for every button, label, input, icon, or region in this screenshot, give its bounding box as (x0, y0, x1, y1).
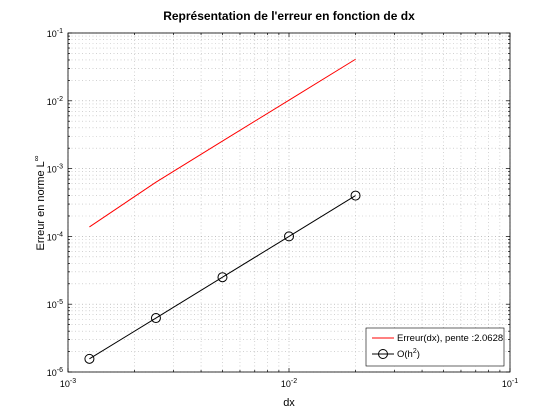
series-line-1 (89, 195, 356, 360)
legend-label-order: O(h2) (397, 348, 420, 360)
y-axis-label: Erreur en norme L∞ (32, 155, 47, 250)
legend-label-order-superscript: 2 (413, 348, 417, 355)
x-tick-label-exponent: -3 (70, 378, 76, 385)
series-1-point (284, 231, 294, 242)
y-tick-label-exponent: -6 (57, 367, 63, 374)
x-axis-label: dx (283, 397, 295, 409)
y-tick-label-exponent: -2 (57, 96, 63, 103)
y-tick-label-base: 10 (47, 97, 57, 107)
x-tick-label-base: 10 (60, 379, 70, 389)
y-axis-tick-labels: 10-610-510-410-310-210-1 (47, 28, 63, 378)
legend-label-order-suffix: ) (417, 349, 420, 360)
series-1-point (217, 272, 228, 283)
x-tick-label-base: 10 (281, 379, 291, 389)
y-tick-label-exponent: -3 (57, 164, 63, 171)
y-tick-label: 10-3 (47, 164, 63, 175)
y-tick-label-base: 10 (47, 368, 57, 378)
y-tick-label: 10-5 (47, 299, 63, 310)
x-tick-label-base: 10 (502, 379, 512, 389)
y-tick-label-base: 10 (47, 165, 57, 175)
series-1-point (350, 190, 361, 201)
y-tick-label-base: 10 (47, 29, 57, 39)
legend-box (365, 327, 505, 367)
axis-ticks (67, 32, 511, 373)
series-1-point (84, 353, 95, 364)
y-tick-label: 10-6 (47, 367, 63, 378)
x-tick-label-exponent: -1 (512, 378, 518, 385)
series-1-point (150, 313, 161, 324)
legend-label-error: Erreur(dx), pente :2.0628 (397, 333, 503, 344)
y-axis-label-superscript: ∞ (32, 155, 41, 161)
series (84, 58, 361, 364)
legend-label-order-text: O(h (397, 349, 413, 360)
x-tick-label-exponent: -2 (291, 378, 297, 385)
y-tick-label: 10-4 (47, 231, 63, 242)
x-tick-label: 10-1 (502, 378, 518, 389)
y-tick-label-base: 10 (47, 232, 57, 242)
y-tick-label-exponent: -1 (57, 28, 63, 35)
x-tick-label: 10-2 (281, 378, 297, 389)
x-tick-label: 10-3 (60, 378, 76, 389)
legend: Erreur(dx), pente :2.0628 O(h2) (365, 327, 505, 367)
y-axis-label-text: Erreur en norme L (35, 161, 47, 250)
x-axis-tick-labels: 10-3 10-2 10-1 (60, 378, 518, 389)
y-tick-label-exponent: -4 (57, 231, 63, 238)
y-tick-label-base: 10 (47, 300, 57, 310)
y-tick-label: 10-1 (47, 28, 63, 39)
chart-title: Représentation de l'erreur en fonction d… (163, 9, 415, 23)
series-line-0 (89, 58, 356, 228)
legend-marker-order (378, 349, 388, 359)
y-tick-label: 10-2 (47, 96, 63, 107)
y-tick-label-exponent: -5 (57, 299, 63, 306)
